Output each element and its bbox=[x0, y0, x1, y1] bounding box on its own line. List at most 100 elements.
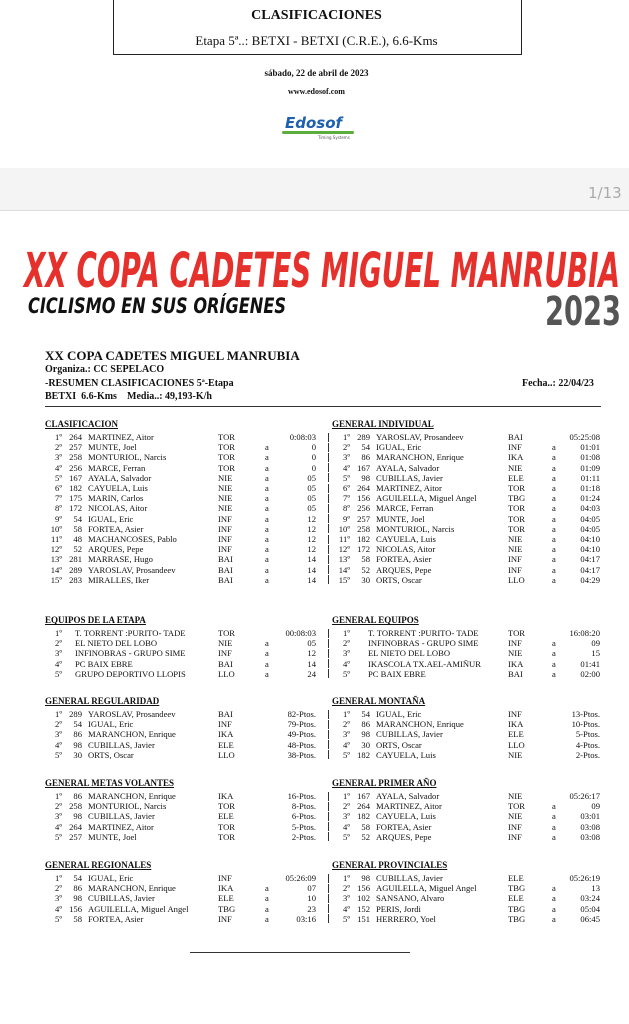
team: BAI bbox=[218, 658, 233, 669]
result: 10 bbox=[307, 893, 316, 904]
result: 14 bbox=[307, 554, 316, 565]
rider: IGUAL, Eric bbox=[376, 442, 422, 453]
rider: CAYUELA, Luis bbox=[376, 749, 436, 760]
team-name: T. TORRENT :PURITO- TADE bbox=[75, 628, 186, 638]
gap-marker: a bbox=[265, 534, 269, 544]
bib: 52 bbox=[73, 544, 82, 555]
result: 03:08 bbox=[580, 831, 600, 842]
rider: MARANCHON, Enrique bbox=[88, 791, 176, 801]
rider: CUBILLAS, Javier bbox=[88, 893, 155, 904]
bib: 98 bbox=[361, 472, 370, 483]
gap-marker: a bbox=[552, 668, 556, 679]
gap-marker: a bbox=[265, 658, 269, 669]
gap-marker: a bbox=[552, 442, 556, 453]
position: 4º bbox=[343, 739, 350, 750]
result: 49-Ptos. bbox=[287, 729, 316, 740]
team: TBG bbox=[508, 903, 526, 914]
position: 5º bbox=[343, 472, 350, 483]
result: 04:17 bbox=[580, 564, 600, 575]
bib: 86 bbox=[73, 883, 82, 894]
gap-marker: a bbox=[552, 658, 556, 669]
position: 15º bbox=[50, 574, 62, 585]
gap-marker: a bbox=[552, 513, 556, 524]
team: INF bbox=[218, 523, 232, 534]
bib: 258 bbox=[69, 801, 82, 812]
bib: 264 bbox=[357, 483, 370, 493]
position: 9º bbox=[343, 513, 350, 524]
position: 4º bbox=[55, 462, 62, 473]
rider: SANSANO, Alvaro bbox=[376, 893, 445, 904]
position: 5º bbox=[55, 472, 62, 483]
bib: 152 bbox=[357, 903, 370, 914]
column-separator bbox=[328, 452, 329, 462]
rider: MONTURIOL, Narcis bbox=[88, 801, 167, 812]
bib: 289 bbox=[357, 432, 370, 442]
report: -RESUMEN CLASIFICACIONES 5ª-Etapa bbox=[45, 378, 234, 389]
section-title: GENERAL EQUIPOS bbox=[332, 615, 419, 625]
position: 11º bbox=[51, 534, 62, 544]
rider: YAROSLAV, Prosandeev bbox=[88, 709, 176, 719]
bib: 156 bbox=[357, 883, 370, 894]
date: sábado, 22 de abril de 2023 bbox=[264, 68, 369, 78]
team: ELE bbox=[508, 873, 524, 883]
team-name: EL NIETO DEL LOBO bbox=[368, 648, 451, 659]
gap-marker: a bbox=[552, 452, 556, 463]
rider: MONTURIOL, Narcis bbox=[88, 452, 167, 463]
bib: 98 bbox=[361, 873, 370, 883]
rule bbox=[45, 406, 601, 407]
rider: FORTEA, Asier bbox=[376, 554, 432, 565]
rider: MARANCHON, Enrique bbox=[376, 452, 464, 463]
column-separator bbox=[328, 534, 329, 544]
team: TOR bbox=[508, 503, 526, 514]
rider: ARQUES, Pepe bbox=[376, 564, 432, 575]
rider: MARCE, Ferran bbox=[376, 503, 434, 514]
page-gap bbox=[0, 168, 629, 211]
bib: 182 bbox=[357, 749, 370, 760]
rider: CUBILLAS, Javier bbox=[376, 472, 443, 483]
team: TBG bbox=[218, 903, 236, 914]
column-separator bbox=[328, 524, 329, 534]
result: 04:29 bbox=[580, 574, 600, 585]
position: 7º bbox=[55, 493, 62, 504]
position: 1º bbox=[343, 709, 350, 719]
result: 12 bbox=[307, 523, 316, 534]
team: TOR bbox=[508, 801, 526, 812]
position: 4º bbox=[55, 658, 62, 669]
rider: AGUILELLA, Miguel Angel bbox=[88, 903, 189, 914]
position: 5º bbox=[343, 749, 350, 760]
rider: HERRERO, Yoel bbox=[376, 913, 436, 924]
result: 13 bbox=[591, 883, 600, 894]
column-separator bbox=[328, 432, 329, 442]
result: 15 bbox=[591, 648, 600, 659]
position: 3º bbox=[55, 648, 62, 659]
column-separator bbox=[328, 473, 329, 483]
position: 3º bbox=[55, 452, 62, 463]
banner-subtitle: CICLISMO EN SUS ORÍGENES bbox=[28, 293, 286, 318]
rider: MARANCHON, Enrique bbox=[88, 883, 176, 894]
rider: IGUAL, Eric bbox=[88, 873, 134, 883]
team: LLO bbox=[508, 739, 525, 750]
result: 03:16 bbox=[296, 913, 316, 924]
result: 0 bbox=[311, 452, 316, 463]
bib: 30 bbox=[361, 739, 370, 750]
position: 2º bbox=[55, 719, 62, 730]
team: INF bbox=[218, 913, 232, 924]
rider: MONTURIOL, Narcis bbox=[376, 523, 455, 534]
result: 04:17 bbox=[580, 554, 600, 565]
position: 5º bbox=[55, 831, 62, 842]
position: 1º bbox=[343, 873, 350, 883]
team: TOR bbox=[508, 513, 526, 524]
logo: Edosof bbox=[285, 114, 343, 132]
position: 4º bbox=[343, 658, 350, 669]
position: 5º bbox=[343, 831, 350, 842]
bib: 175 bbox=[69, 493, 82, 504]
position: 2º bbox=[343, 719, 350, 730]
column-separator bbox=[328, 801, 329, 811]
banner-title: XX COPA CADETES MIGUEL MANRUBIA bbox=[22, 243, 620, 299]
team: ELE bbox=[218, 893, 234, 904]
pager: 1/13 bbox=[588, 184, 622, 202]
position: 8º bbox=[55, 503, 62, 514]
rider: AGUILELLA, Miguel Angel bbox=[376, 883, 477, 894]
gap-marker: a bbox=[552, 493, 556, 504]
bib: 54 bbox=[73, 873, 82, 883]
